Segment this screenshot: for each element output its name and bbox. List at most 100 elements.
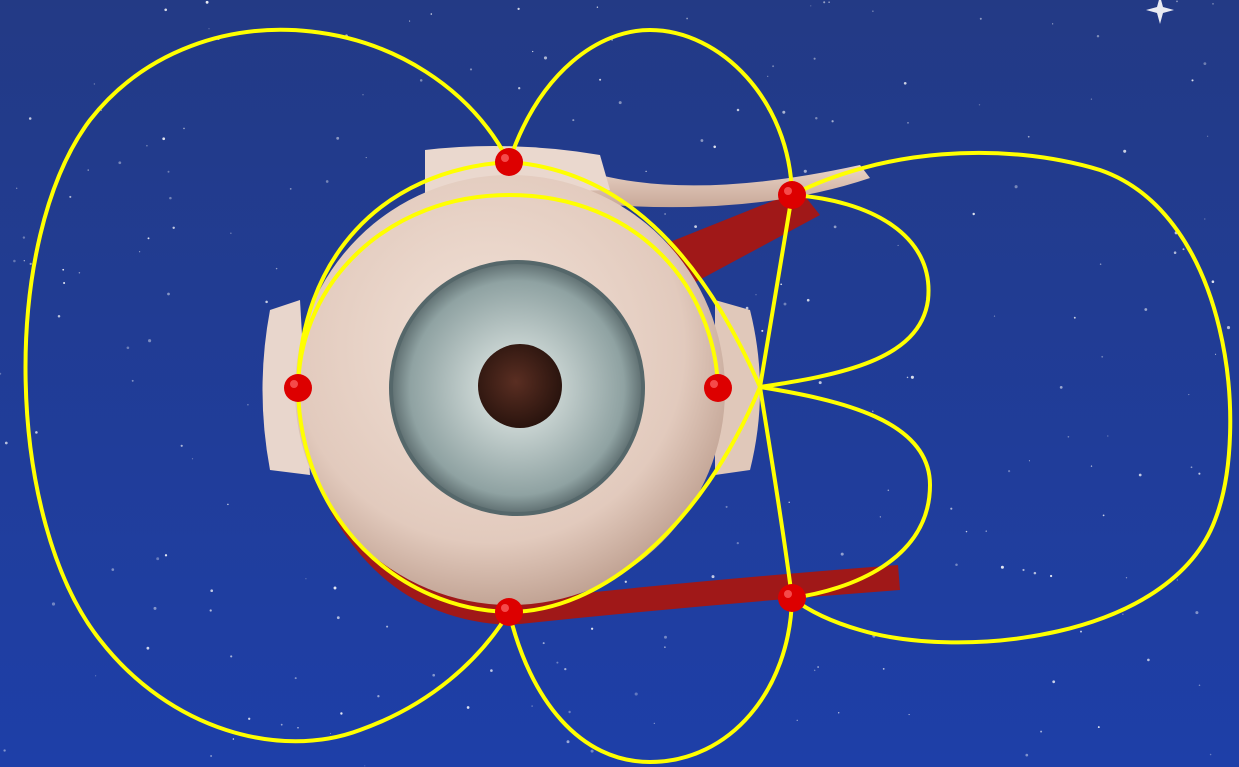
star: [1028, 460, 1030, 462]
star: [325, 180, 329, 183]
star: [700, 139, 704, 142]
star: [725, 505, 728, 508]
star: [611, 39, 613, 41]
star: [872, 10, 874, 12]
star: [1052, 23, 1054, 25]
lateral-rectus-stub: [715, 300, 760, 475]
star: [280, 723, 283, 726]
star: [1090, 98, 1093, 100]
star: [564, 667, 567, 671]
star: [767, 75, 769, 77]
curve-globe-loop-inner: [296, 193, 720, 389]
star: [364, 765, 366, 767]
star: [87, 169, 89, 171]
star: [810, 5, 812, 7]
star: [993, 315, 996, 317]
star: [618, 101, 622, 105]
star: [543, 56, 548, 60]
star: [118, 161, 122, 165]
star: [755, 294, 757, 296]
star: [596, 6, 599, 8]
star: [23, 260, 25, 262]
curve-right-lower-inner: [759, 385, 932, 600]
star: [653, 722, 655, 725]
star: [126, 346, 130, 350]
curve-bottom-lobe: [507, 597, 794, 764]
star: [590, 749, 594, 753]
star: [572, 119, 575, 122]
star: [1123, 149, 1127, 153]
star: [1059, 386, 1063, 389]
sparkle-icon: [1146, 0, 1174, 24]
star: [275, 267, 278, 270]
star: [432, 673, 436, 677]
marker-highlight: [501, 154, 509, 162]
star: [1206, 135, 1209, 137]
star: [1122, 613, 1124, 615]
star: [817, 666, 819, 668]
star: [686, 17, 688, 20]
star: [906, 376, 909, 379]
iris-rim: [389, 260, 645, 516]
star: [1052, 680, 1056, 684]
star: [1204, 218, 1206, 220]
superior-oblique-muscle: [650, 190, 820, 285]
star: [590, 627, 594, 630]
star: [329, 733, 332, 735]
star: [887, 489, 890, 492]
star: [1176, 579, 1178, 581]
star: [772, 65, 775, 68]
star: [183, 127, 185, 130]
star: [1212, 3, 1214, 5]
star: [162, 137, 166, 141]
marker-highlight: [290, 380, 298, 388]
star: [955, 563, 958, 567]
star: [164, 8, 168, 12]
marker-highlight: [501, 604, 509, 612]
star: [965, 530, 968, 533]
star: [1097, 726, 1100, 729]
star: [146, 144, 148, 147]
star: [1025, 753, 1029, 757]
star: [634, 692, 638, 696]
star: [1176, 0, 1178, 3]
marker-lower-right: [778, 584, 806, 612]
star: [517, 7, 520, 11]
star: [340, 712, 343, 715]
star: [1203, 62, 1207, 66]
star: [35, 431, 38, 434]
curve-top-lobe: [507, 28, 794, 196]
star: [1182, 248, 1185, 251]
star: [148, 339, 152, 343]
star: [147, 237, 150, 240]
star: [950, 507, 953, 510]
star: [903, 81, 907, 85]
star: [111, 568, 115, 571]
star: [377, 695, 380, 698]
star: [16, 187, 18, 189]
star: [713, 145, 716, 149]
star: [409, 20, 411, 22]
star: [780, 283, 783, 286]
star: [599, 78, 602, 81]
star: [761, 329, 764, 332]
star: [230, 232, 232, 234]
marker-highlight: [784, 187, 792, 195]
star: [838, 712, 840, 714]
pupil: [478, 344, 562, 428]
star: [362, 94, 364, 96]
star: [1022, 568, 1025, 572]
star: [979, 17, 982, 20]
star: [4, 441, 8, 445]
star: [232, 738, 235, 740]
rotation-curves: [23, 27, 1233, 764]
star: [1067, 435, 1070, 438]
star: [1040, 730, 1043, 733]
marker-highlight: [784, 590, 792, 598]
star: [840, 552, 844, 556]
star: [736, 108, 740, 112]
star: [386, 625, 389, 628]
star: [365, 157, 367, 159]
star: [51, 602, 56, 606]
star: [294, 677, 297, 680]
